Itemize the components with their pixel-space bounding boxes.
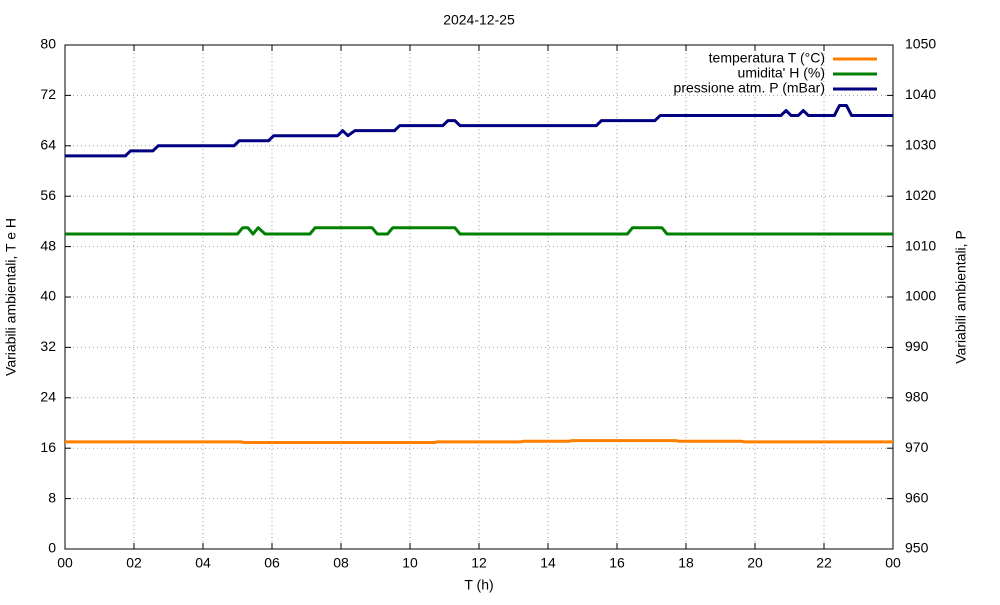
y2-tick-label: 980 [905, 389, 929, 405]
y-axis-label: Variabili ambientali, T e H [3, 218, 19, 376]
x-tick-label: 08 [333, 555, 349, 571]
x-tick-label: 02 [126, 555, 142, 571]
y-tick-label: 72 [40, 86, 56, 102]
y-tick-label: 56 [40, 187, 56, 203]
y2-tick-label: 1010 [905, 237, 936, 253]
legend-label: pressione atm. P (mBar) [674, 80, 825, 96]
x-tick-label: 22 [816, 555, 832, 571]
legend-label: umidita' H (%) [738, 65, 825, 81]
x-tick-label: 20 [747, 555, 763, 571]
chart-title: 2024-12-25 [443, 12, 515, 28]
plot-frame [64, 44, 894, 550]
series-line [65, 226, 893, 236]
x-tick-label: 00 [57, 555, 73, 571]
y2-tick-label: 1030 [905, 137, 936, 153]
y-tick-label: 8 [48, 489, 56, 505]
x-tick-label: 14 [540, 555, 556, 571]
y-tick-label: 0 [48, 540, 56, 556]
x-tick-label: 00 [885, 555, 901, 571]
legend-label: temperatura T (°C) [709, 50, 825, 66]
y2-tick-label: 990 [905, 338, 929, 354]
x-tick-label: 10 [402, 555, 418, 571]
series-line [65, 439, 893, 445]
y2-tick-label: 1020 [905, 187, 936, 203]
y-tick-label: 64 [40, 137, 56, 153]
y-tick-label: 48 [40, 237, 56, 253]
y2-tick-label: 960 [905, 489, 929, 505]
y-tick-label: 40 [40, 288, 56, 304]
x-tick-label: 12 [471, 555, 487, 571]
x-tick-label: 04 [195, 555, 211, 571]
y2-tick-label: 1000 [905, 288, 936, 304]
y-tick-label: 16 [40, 439, 56, 455]
y-tick-label: 24 [40, 389, 56, 405]
y2-tick-label: 950 [905, 540, 929, 556]
y-tick-label: 80 [40, 36, 56, 52]
x-tick-label: 18 [678, 555, 694, 571]
y-tick-label: 32 [40, 338, 56, 354]
x-axis-label: T (h) [464, 577, 493, 593]
y2-axis-label: Variabili ambientali, P [953, 230, 969, 364]
series-line [65, 103, 893, 158]
x-tick-label: 06 [264, 555, 280, 571]
y2-tick-label: 1040 [905, 86, 936, 102]
y2-tick-label: 1050 [905, 36, 936, 52]
y2-tick-label: 970 [905, 439, 929, 455]
x-tick-label: 16 [609, 555, 625, 571]
